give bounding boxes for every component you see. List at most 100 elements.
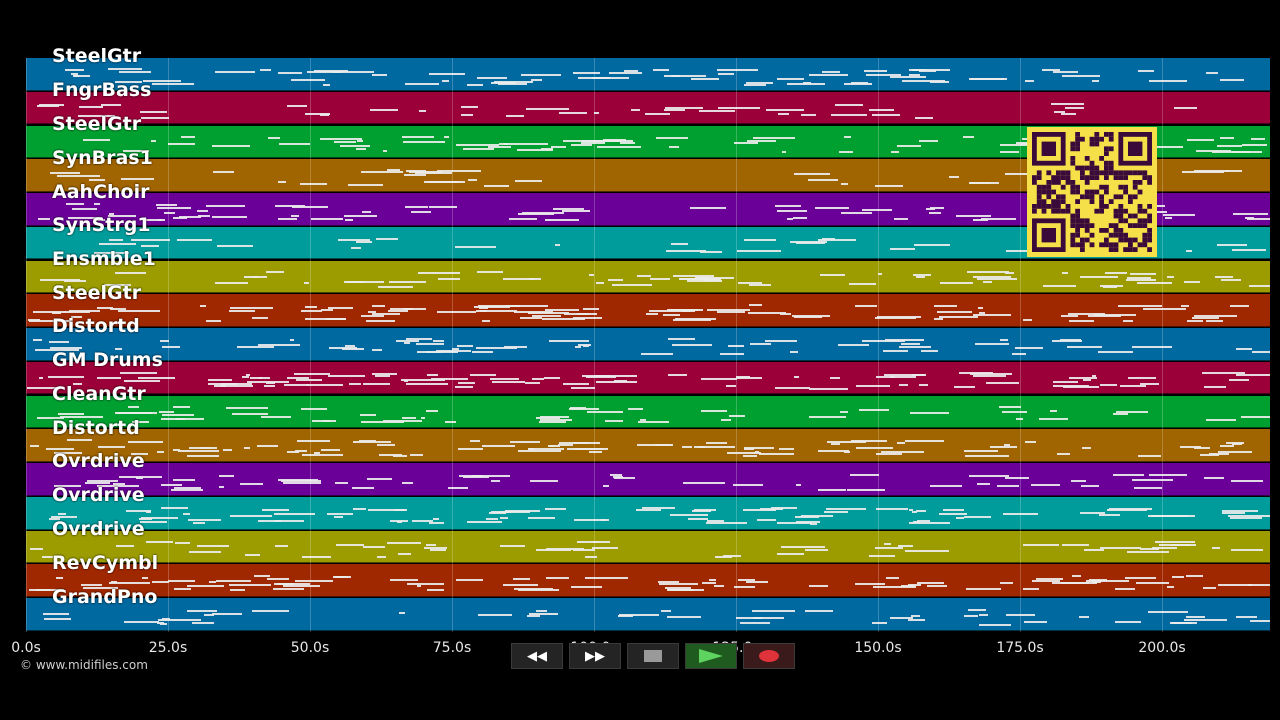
note-block [734, 585, 756, 588]
note-block [793, 376, 800, 379]
note-block [962, 135, 974, 138]
note-block [506, 305, 548, 308]
note-block [1109, 508, 1153, 511]
track-lane[interactable] [26, 598, 1270, 631]
track-lane[interactable] [26, 564, 1270, 598]
note-block [301, 310, 322, 313]
note-block [518, 449, 561, 452]
track-lane[interactable] [26, 91, 1270, 125]
note-block [662, 313, 681, 316]
track-lane[interactable] [26, 294, 1270, 327]
note-block [978, 312, 986, 315]
note-block [617, 614, 634, 617]
note-block [642, 507, 676, 510]
note-block [294, 449, 308, 452]
record-button[interactable] [743, 643, 795, 669]
note-block [596, 145, 641, 148]
time-gridline [26, 58, 27, 632]
note-block [1218, 450, 1252, 453]
note-block [50, 347, 83, 350]
qr-code[interactable] [1027, 127, 1157, 257]
track-lane[interactable] [26, 328, 1270, 361]
note-block [437, 170, 481, 173]
note-block [649, 309, 690, 312]
note-block [38, 376, 44, 379]
track-lane[interactable] [26, 463, 1270, 496]
track-lane[interactable] [26, 58, 1270, 91]
note-block [352, 507, 366, 510]
note-block [521, 211, 565, 214]
note-block [898, 545, 914, 548]
note-block [1115, 588, 1135, 591]
note-block [404, 174, 426, 177]
note-block [283, 584, 320, 587]
note-block [178, 450, 219, 453]
note-block [837, 343, 869, 346]
track-lane[interactable] [26, 395, 1270, 429]
rewind-button[interactable]: ◀◀ [511, 643, 563, 669]
note-block [94, 252, 130, 255]
note-block [115, 271, 146, 274]
track-lane[interactable] [26, 530, 1270, 564]
note-block [663, 109, 686, 112]
note-block [286, 104, 308, 107]
note-block [545, 508, 567, 511]
note-block [278, 71, 303, 74]
note-block [1201, 372, 1246, 375]
note-block [1091, 375, 1096, 378]
note-block [539, 418, 573, 421]
note-block [990, 446, 1018, 449]
track-lane[interactable] [26, 429, 1270, 462]
note-block [737, 578, 756, 581]
note-block [814, 206, 850, 209]
play-button[interactable] [685, 643, 737, 669]
note-block [589, 274, 595, 277]
note-block [573, 316, 602, 319]
stop-button[interactable] [627, 643, 679, 669]
note-block [177, 239, 213, 242]
note-block [691, 78, 720, 81]
note-block [95, 218, 106, 221]
note-block [157, 451, 164, 454]
note-block [849, 283, 876, 286]
note-block [1211, 151, 1251, 154]
note-block [735, 376, 751, 379]
note-block [891, 151, 899, 154]
note-block [880, 451, 925, 454]
note-block [218, 486, 225, 489]
track-lane[interactable] [26, 496, 1270, 530]
note-block [1166, 276, 1175, 279]
note-block [57, 413, 84, 416]
track-label: GrandPno [52, 586, 158, 608]
note-block [1061, 543, 1089, 546]
note-block [426, 588, 445, 591]
note-block [486, 517, 498, 520]
note-block [817, 450, 850, 453]
note-block [1053, 380, 1078, 383]
note-block [964, 449, 998, 452]
note-block [554, 244, 560, 247]
note-block [282, 482, 322, 485]
time-tick-label: 150.0s [854, 640, 902, 656]
fast-forward-button[interactable]: ▶▶ [569, 643, 621, 669]
note-block [240, 482, 264, 485]
track-lane[interactable] [26, 260, 1270, 294]
note-block [252, 317, 269, 320]
note-block [536, 549, 571, 552]
note-block [457, 344, 474, 347]
note-block [809, 73, 848, 76]
note-block [520, 74, 561, 77]
track-lane[interactable] [26, 361, 1270, 395]
note-block [792, 315, 830, 318]
note-block [1120, 385, 1147, 388]
note-block [940, 281, 974, 284]
note-block [264, 385, 275, 388]
note-block [124, 620, 159, 623]
note-block [54, 485, 81, 488]
note-block [287, 376, 309, 379]
note-block [188, 551, 221, 554]
note-block [864, 69, 888, 72]
note-block [1097, 351, 1133, 354]
piano-roll[interactable] [26, 58, 1270, 632]
note-block [874, 546, 904, 549]
